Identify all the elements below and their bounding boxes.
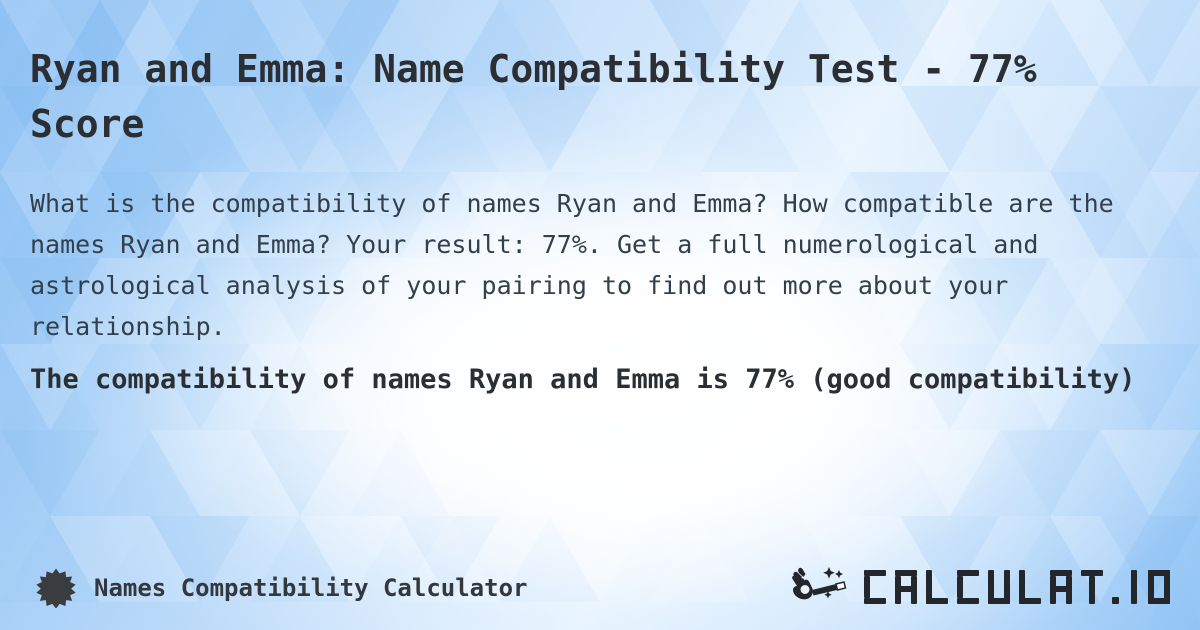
compatibility-verdict: The compatibility of names Ryan and Emma…: [30, 364, 1136, 395]
footer: Names Compatibility Calculator: [0, 540, 1200, 630]
brand-label: Names Compatibility Calculator: [94, 574, 528, 602]
calculatio-logo[interactable]: [790, 562, 1172, 608]
starburst-icon: [36, 568, 76, 608]
brand-block: Names Compatibility Calculator: [36, 568, 527, 608]
page-description: What is the compatibility of names Ryan …: [30, 189, 1129, 341]
logo-wordmark: [862, 564, 1172, 606]
hand-magic-wand-icon: [792, 567, 847, 600]
page-title: Ryan and Emma: Name Compatibility Test -…: [30, 47, 1037, 146]
